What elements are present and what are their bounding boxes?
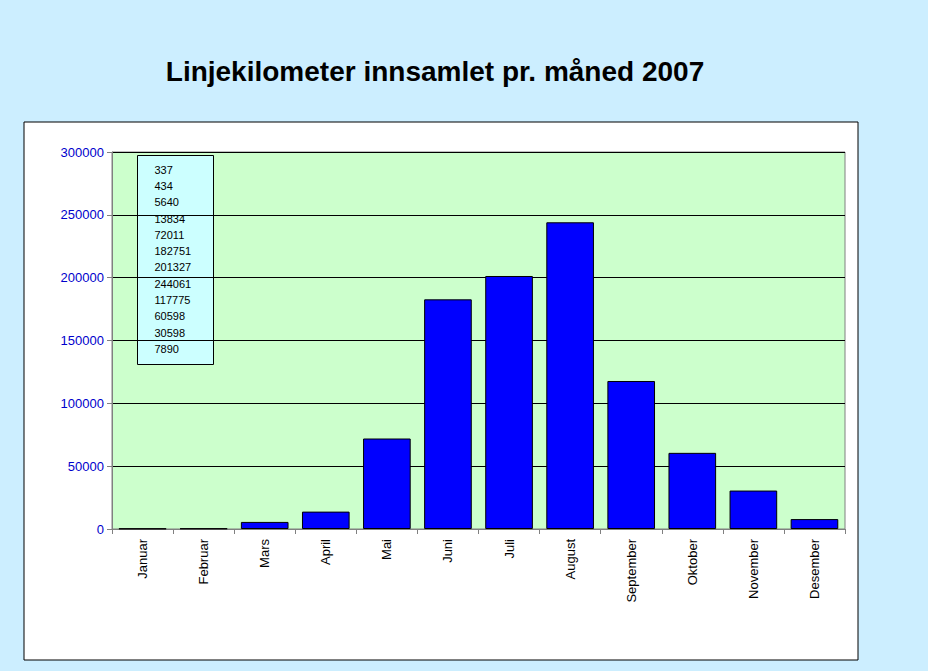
svg-text:434: 434 xyxy=(155,180,173,192)
svg-text:7890: 7890 xyxy=(155,343,179,355)
svg-text:Februar: Februar xyxy=(196,538,211,584)
svg-text:201327: 201327 xyxy=(155,261,192,273)
svg-text:50000: 50000 xyxy=(68,459,104,474)
svg-text:Juli: Juli xyxy=(502,539,517,559)
svg-text:200000: 200000 xyxy=(61,270,104,285)
svg-text:150000: 150000 xyxy=(61,333,104,348)
svg-text:Juni: Juni xyxy=(440,539,455,563)
svg-text:0: 0 xyxy=(97,522,104,537)
svg-text:250000: 250000 xyxy=(61,207,104,222)
svg-text:337: 337 xyxy=(155,164,173,176)
svg-text:117775: 117775 xyxy=(155,294,191,306)
svg-text:Oktober: Oktober xyxy=(685,538,700,585)
svg-text:Mai: Mai xyxy=(379,539,394,560)
svg-text:60598: 60598 xyxy=(155,310,186,322)
svg-text:244061: 244061 xyxy=(155,278,192,290)
svg-text:182751: 182751 xyxy=(155,245,192,257)
svg-text:100000: 100000 xyxy=(61,396,104,411)
svg-text:August: August xyxy=(563,539,578,580)
svg-text:November: November xyxy=(746,538,761,599)
svg-text:September: September xyxy=(624,538,639,602)
svg-text:72011: 72011 xyxy=(155,229,185,241)
svg-text:Desember: Desember xyxy=(807,538,822,599)
svg-text:5640: 5640 xyxy=(155,196,179,208)
svg-text:Linjekilometer innsamlet pr. m: Linjekilometer innsamlet pr. måned 2007 xyxy=(166,56,704,87)
svg-text:Mars: Mars xyxy=(257,539,272,568)
svg-text:13834: 13834 xyxy=(155,213,186,225)
svg-text:April: April xyxy=(318,539,333,565)
svg-text:30598: 30598 xyxy=(155,327,186,339)
svg-text:300000: 300000 xyxy=(61,145,104,160)
svg-text:Januar: Januar xyxy=(135,538,150,578)
